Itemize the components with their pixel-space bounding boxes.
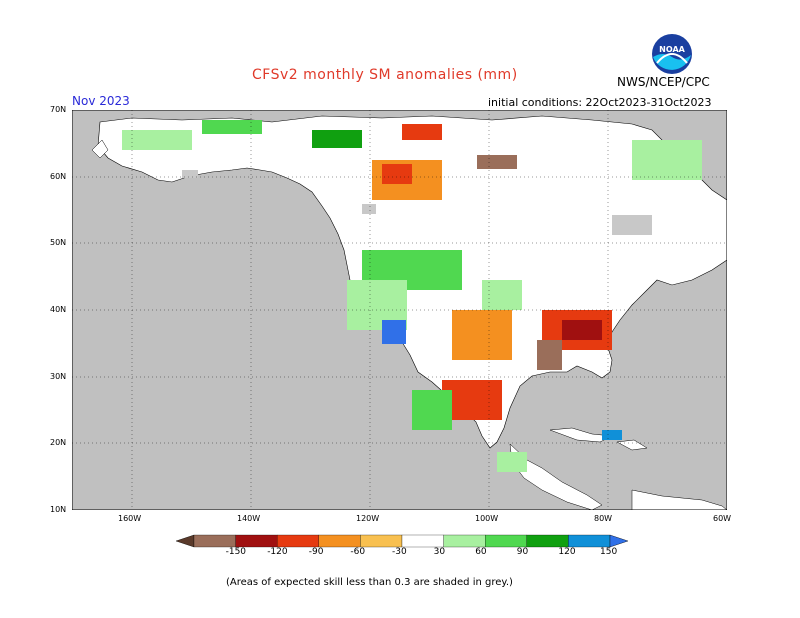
lon-label-120w: 120W — [356, 514, 380, 523]
colorbar-label: -120 — [267, 547, 288, 557]
colorbar-arrow-left — [176, 534, 195, 548]
map-title: CFSv2 monthly SM anomalies (mm) — [252, 67, 518, 83]
lat-label-40n: 40N — [50, 305, 67, 314]
graticule — [72, 110, 727, 510]
colorbar-segment — [318, 534, 361, 548]
colorbar-segment — [526, 534, 569, 548]
lat-label-30n: 30N — [50, 372, 67, 381]
noaa-logo-text: NOAA — [659, 45, 685, 54]
colorbar-arrow-right — [609, 534, 628, 548]
colorbar-label: -30 — [392, 547, 407, 557]
lat-label-20n: 20N — [50, 438, 67, 447]
colorbar-segment — [277, 534, 319, 548]
colorbar-label: 150 — [600, 547, 618, 557]
colorbar-label: -150 — [225, 547, 247, 557]
soil-moisture-map — [72, 110, 727, 510]
lon-label-100w: 100W — [475, 514, 499, 523]
lon-label-140w: 140W — [237, 514, 261, 523]
colorbar-label: 90 — [516, 547, 529, 557]
colorbar-segment — [443, 534, 486, 548]
colorbar-segment — [360, 534, 403, 548]
lat-label-70n: 70N — [50, 105, 67, 114]
colorbar-label: 60 — [475, 547, 487, 557]
lon-label-60w: 60W — [713, 514, 732, 523]
colorbar — [176, 534, 628, 548]
colorbar-label: -60 — [350, 547, 366, 557]
lat-label-60n: 60N — [50, 172, 67, 181]
lon-label-160w: 160W — [118, 514, 142, 523]
lat-label-10n: 10N — [50, 505, 67, 514]
anomaly-cells — [122, 120, 702, 472]
colorbar-segment — [401, 534, 444, 548]
colorbar-label: 120 — [558, 547, 576, 557]
lon-label-80w: 80W — [594, 514, 613, 523]
colorbar-segment — [485, 534, 527, 548]
colorbar-segment — [568, 534, 611, 548]
noaa-logo-icon: NOAA — [652, 34, 692, 74]
skill-mask — [182, 170, 652, 235]
colorbar-segment — [235, 534, 278, 548]
initial-conditions: initial conditions: 22Oct2023-31Oct2023 — [488, 96, 712, 109]
colorbar-segment — [193, 534, 236, 548]
colorbar-label: 30 — [433, 547, 446, 557]
agency-label: NWS/NCEP/CPC — [617, 75, 710, 89]
skill-note: (Areas of expected skill less than 0.3 a… — [226, 577, 513, 588]
colorbar-label: -90 — [308, 547, 324, 557]
forecast-month: Nov 2023 — [72, 94, 130, 108]
lat-label-50n: 50N — [50, 238, 67, 247]
